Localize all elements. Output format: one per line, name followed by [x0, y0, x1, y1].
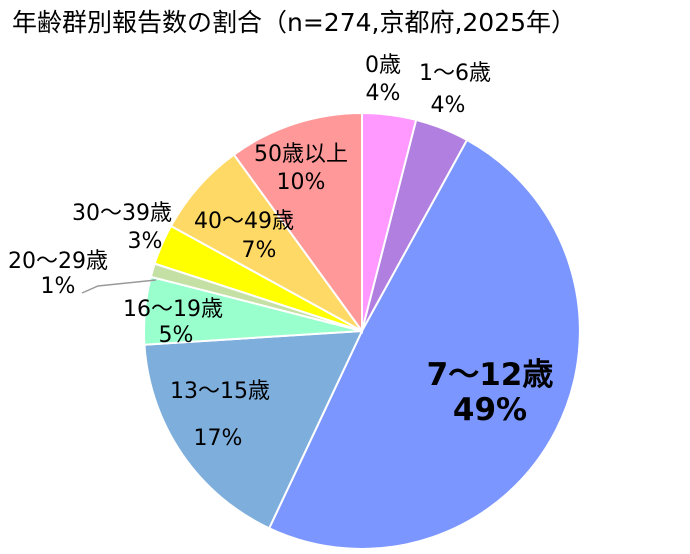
pie-slices — [143, 111, 581, 550]
slice-category-label: 20～29歳 — [8, 249, 108, 274]
slice-category-label: 0歳 — [365, 53, 401, 78]
slice-category-label: 30～39歳 — [72, 201, 172, 226]
pie-slice — [232, 111, 363, 335]
leader-lines — [81, 279, 157, 294]
slice-category-label: 7～12歳 — [427, 357, 554, 393]
chart-title: 年齢群別報告数の割合（n=274,京都府,2025年） — [12, 8, 576, 37]
slice-percent-label: 4% — [366, 81, 401, 106]
slice-category-label: 13～15歳 — [170, 379, 270, 404]
leader-line — [81, 279, 157, 294]
slice-percent-label: 1% — [41, 274, 76, 299]
slice-category-label: 50歳以上 — [254, 142, 348, 167]
slice-category-label: 40～49歳 — [194, 209, 294, 234]
slice-percent-label: 3% — [128, 229, 163, 254]
slice-percent-label: 10% — [277, 170, 326, 195]
slice-percent-label: 49% — [453, 392, 527, 428]
pie-slice — [267, 138, 581, 550]
slice-category-label: 16～19歳 — [123, 297, 223, 322]
slice-percent-label: 4% — [431, 93, 466, 118]
slice-percent-label: 17% — [194, 426, 243, 451]
slice-percent-label: 7% — [242, 238, 277, 263]
pie-slice — [143, 329, 364, 530]
slice-percent-label: 5% — [159, 323, 194, 348]
slice-category-label: 1～6歳 — [419, 61, 491, 86]
